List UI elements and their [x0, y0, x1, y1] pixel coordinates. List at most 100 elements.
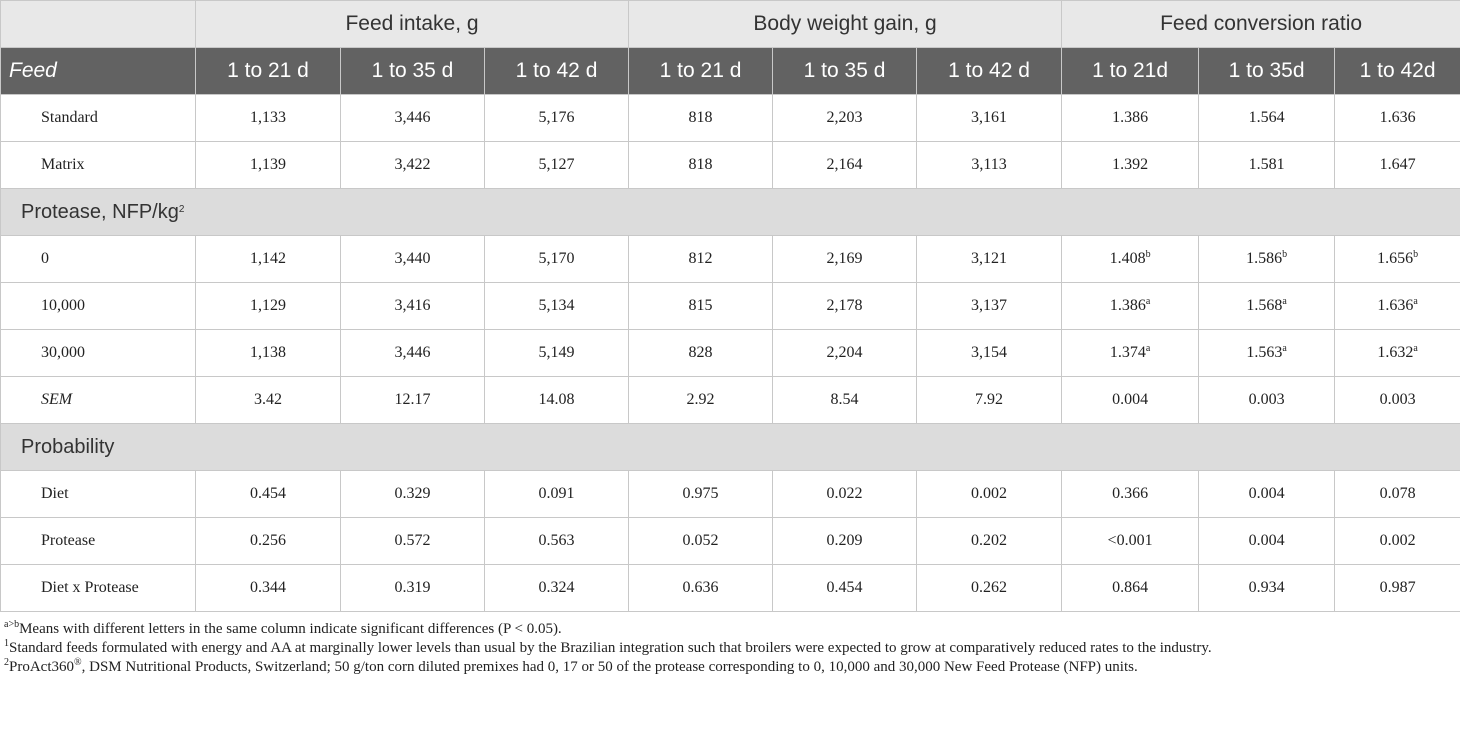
cell: 5,149: [483, 329, 630, 377]
superscript: a: [1145, 296, 1151, 307]
column-header: 1 to 21 d: [195, 47, 341, 95]
footnote-mark: 2: [4, 657, 9, 668]
column-header: Feed: [0, 47, 196, 95]
cell: 1.563a: [1198, 329, 1336, 377]
cell: 0.934: [1198, 564, 1336, 612]
cell: 1.386a: [1061, 282, 1200, 330]
table-row: Diet 0.454 0.329 0.091 0.975 0.022 0.002 0.366 0…: [0, 470, 1460, 518]
cell: 0.344: [195, 564, 341, 612]
table-row: 30,000 1,138 3,446 5,149 828 2,204 3,154 1.374a…: [0, 329, 1460, 377]
footnote: a>bMeans with different letters in the s…: [4, 620, 1456, 639]
cell: 0.003: [1198, 376, 1336, 424]
section-text: Protease, NFP/kg: [21, 200, 179, 223]
cell: 0.262: [916, 564, 1063, 612]
cell: 2.92: [628, 376, 774, 424]
cell: 0.329: [340, 470, 485, 518]
cell: 818: [628, 94, 774, 142]
table-header: Feed intake, g Body weight gain, g Feed co…: [0, 0, 1460, 95]
cell: 1,139: [195, 141, 341, 189]
row-label: Diet x Protease: [0, 564, 196, 612]
cell-value: 1.568: [1246, 297, 1283, 314]
cell: 0.454: [772, 564, 918, 612]
cell: 0.004: [1061, 376, 1200, 424]
cell: 1.586b: [1198, 235, 1336, 283]
cell: 2,169: [772, 235, 918, 283]
cell-value: 1.656: [1377, 250, 1414, 267]
table-row: 10,000 1,129 3,416 5,134 815 2,178 3,137 1.386a…: [0, 282, 1460, 330]
cell-value: 1.408: [1109, 250, 1146, 267]
cell: 0.003: [1334, 376, 1460, 424]
cell: 8.54: [772, 376, 918, 424]
cell: 2,204: [772, 329, 918, 377]
group-header: Feed conversion ratio: [1061, 0, 1460, 48]
cell: 0.975: [628, 470, 774, 518]
superscript: a: [1413, 343, 1418, 354]
column-header: 1 to 35d: [1198, 47, 1336, 95]
cell: 1.408b: [1061, 235, 1200, 283]
cell: 3,446: [340, 329, 485, 377]
table-row: Matrix 1,139 3,422 5,127 818 2,164 3,113 1.392 1…: [0, 141, 1460, 189]
footnotes: a>bMeans with different letters in the s…: [0, 612, 1460, 677]
cell: 1,138: [195, 329, 341, 377]
cell-value: 1.386: [1109, 297, 1146, 314]
cell: 0.004: [1198, 517, 1336, 565]
cell: 818: [628, 141, 774, 189]
cell: 0.209: [772, 517, 918, 565]
cell: 0.256: [195, 517, 341, 565]
cell: 3,416: [340, 282, 485, 330]
cell: 0.572: [340, 517, 485, 565]
cell: 1.636a: [1334, 282, 1460, 330]
table-row: Probability: [0, 423, 1460, 471]
footnote-mark: 1: [4, 638, 9, 649]
cell-value: 1.632: [1377, 344, 1414, 361]
cell: 0.022: [772, 470, 918, 518]
row-label: SEM: [0, 376, 196, 424]
superscript: a: [1282, 296, 1287, 307]
cell: 1.581: [1198, 141, 1336, 189]
cell: 1.386: [1061, 94, 1200, 142]
cell: 3,422: [340, 141, 485, 189]
group-header: Feed intake, g: [194, 0, 630, 48]
cell: 5,176: [483, 94, 630, 142]
row-label: Matrix: [0, 141, 196, 189]
cell: 1,129: [195, 282, 341, 330]
cell: 3,446: [340, 94, 485, 142]
column-header: 1 to 21d: [1061, 47, 1200, 95]
footnote-text: ProAct360: [9, 659, 74, 675]
cell: 1.636: [1334, 94, 1460, 142]
cell: 1.647: [1334, 141, 1460, 189]
footnote-text: , DSM Nutritional Products, Switzerland;…: [81, 659, 1138, 675]
cell: 3,113: [916, 141, 1063, 189]
footnote: 2ProAct360®, DSM Nutritional Products, S…: [4, 658, 1456, 677]
cell: 0.002: [1334, 517, 1460, 565]
cell: 12.17: [340, 376, 485, 424]
group-header: Body weight gain, g: [628, 0, 1063, 48]
cell: 7.92: [916, 376, 1063, 424]
group-header-row: Feed intake, g Body weight gain, g Feed co…: [0, 0, 1460, 48]
cell: 3,121: [916, 235, 1063, 283]
column-header: 1 to 42d: [1334, 47, 1460, 95]
footnote-text: Standard feeds formulated with energy an…: [9, 640, 1212, 656]
superscript: b: [1282, 249, 1288, 260]
footnote-mark: ®: [74, 657, 82, 668]
row-label: 0: [0, 235, 196, 283]
table-row: Standard 1,133 3,446 5,176 818 2,203 3,161 1.38…: [0, 94, 1460, 142]
superscript: a: [1145, 343, 1151, 354]
cell-value: 1.374: [1109, 344, 1146, 361]
cell: 815: [628, 282, 774, 330]
cell: 0.052: [628, 517, 774, 565]
row-label: Standard: [0, 94, 196, 142]
cell: 0.636: [628, 564, 774, 612]
row-label: 30,000: [0, 329, 196, 377]
cell-value: 1.563: [1246, 344, 1283, 361]
table-row: Diet x Protease 0.344 0.319 0.324 0.636 0.454…: [0, 564, 1460, 612]
column-header: 1 to 35 d: [772, 47, 918, 95]
cell: 2,203: [772, 94, 918, 142]
column-header: 1 to 42 d: [483, 47, 630, 95]
cell: 3,137: [916, 282, 1063, 330]
cell: 1.374a: [1061, 329, 1200, 377]
cell-value: 1.586: [1246, 250, 1283, 267]
superscript: b: [1145, 249, 1151, 260]
